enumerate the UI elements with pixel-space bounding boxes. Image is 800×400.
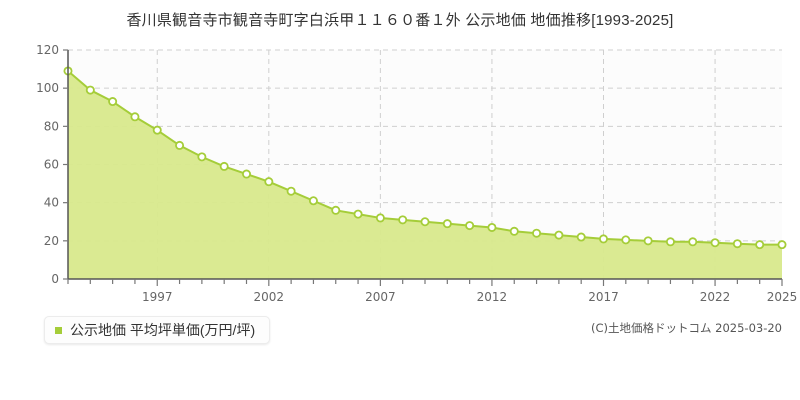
- data-point-marker: [755, 240, 765, 250]
- chart-legend: 公示地価 平均坪単価(万円/坪): [44, 316, 271, 344]
- page-title: 香川県観音寺市観音寺町字白浜甲１１６０番１外 公示地価 地価推移[1993-20…: [126, 12, 674, 29]
- x-axis-tick-label: 1997: [142, 290, 173, 304]
- data-point-marker: [621, 235, 631, 245]
- data-point-marker: [108, 97, 118, 107]
- data-point-marker: [710, 238, 720, 248]
- data-point-marker: [732, 239, 742, 249]
- data-point-marker: [487, 222, 497, 232]
- data-point-marker: [331, 205, 341, 215]
- data-point-marker: [241, 169, 251, 179]
- copyright-credit: (C)土地価格ドットコム 2025-03-20: [591, 321, 782, 335]
- x-axis-tick-label: 2002: [254, 290, 285, 304]
- data-point-marker: [509, 226, 519, 236]
- y-axis-tick-label: 100: [36, 81, 59, 95]
- data-point-marker: [375, 213, 385, 223]
- data-point-marker: [398, 215, 408, 225]
- x-axis-tick-label: 2007: [365, 290, 396, 304]
- data-point-marker: [130, 112, 140, 122]
- data-point-marker: [599, 234, 609, 244]
- data-point-marker: [420, 217, 430, 227]
- y-axis-tick-label: 80: [44, 119, 59, 133]
- y-axis-tick-label: 60: [44, 158, 59, 172]
- data-point-marker: [532, 228, 542, 238]
- data-point-marker: [554, 230, 564, 240]
- data-point-marker: [442, 219, 452, 229]
- data-point-marker: [688, 237, 698, 247]
- data-point-marker: [219, 161, 229, 171]
- x-axis-tick-label: 2012: [477, 290, 508, 304]
- data-point-marker: [576, 232, 586, 242]
- data-point-marker: [152, 125, 162, 135]
- x-axis-tick-label: 2017: [588, 290, 619, 304]
- y-axis-tick-label: 40: [44, 196, 59, 210]
- data-point-marker: [175, 140, 185, 150]
- data-point-marker: [643, 236, 653, 246]
- legend-swatch-icon: [55, 326, 62, 334]
- data-point-marker: [777, 240, 787, 250]
- data-point-marker: [286, 186, 296, 196]
- y-axis-tick-label: 20: [44, 234, 59, 248]
- y-axis-tick-label: 0: [51, 272, 59, 286]
- data-point-marker: [465, 221, 475, 231]
- legend-label: 公示地価 平均坪単価(万円/坪): [70, 322, 256, 338]
- y-axis-tick-label: 120: [36, 43, 59, 57]
- data-point-marker: [197, 152, 207, 162]
- data-point-marker: [665, 237, 675, 247]
- data-point-marker: [264, 177, 274, 187]
- data-point-marker: [353, 209, 363, 219]
- data-point-marker: [85, 85, 95, 95]
- series-area-fill: [68, 70, 782, 279]
- x-axis-tick-label: 2022: [700, 290, 731, 304]
- x-axis-tick-label: 2025: [767, 290, 798, 304]
- data-point-marker: [308, 196, 318, 206]
